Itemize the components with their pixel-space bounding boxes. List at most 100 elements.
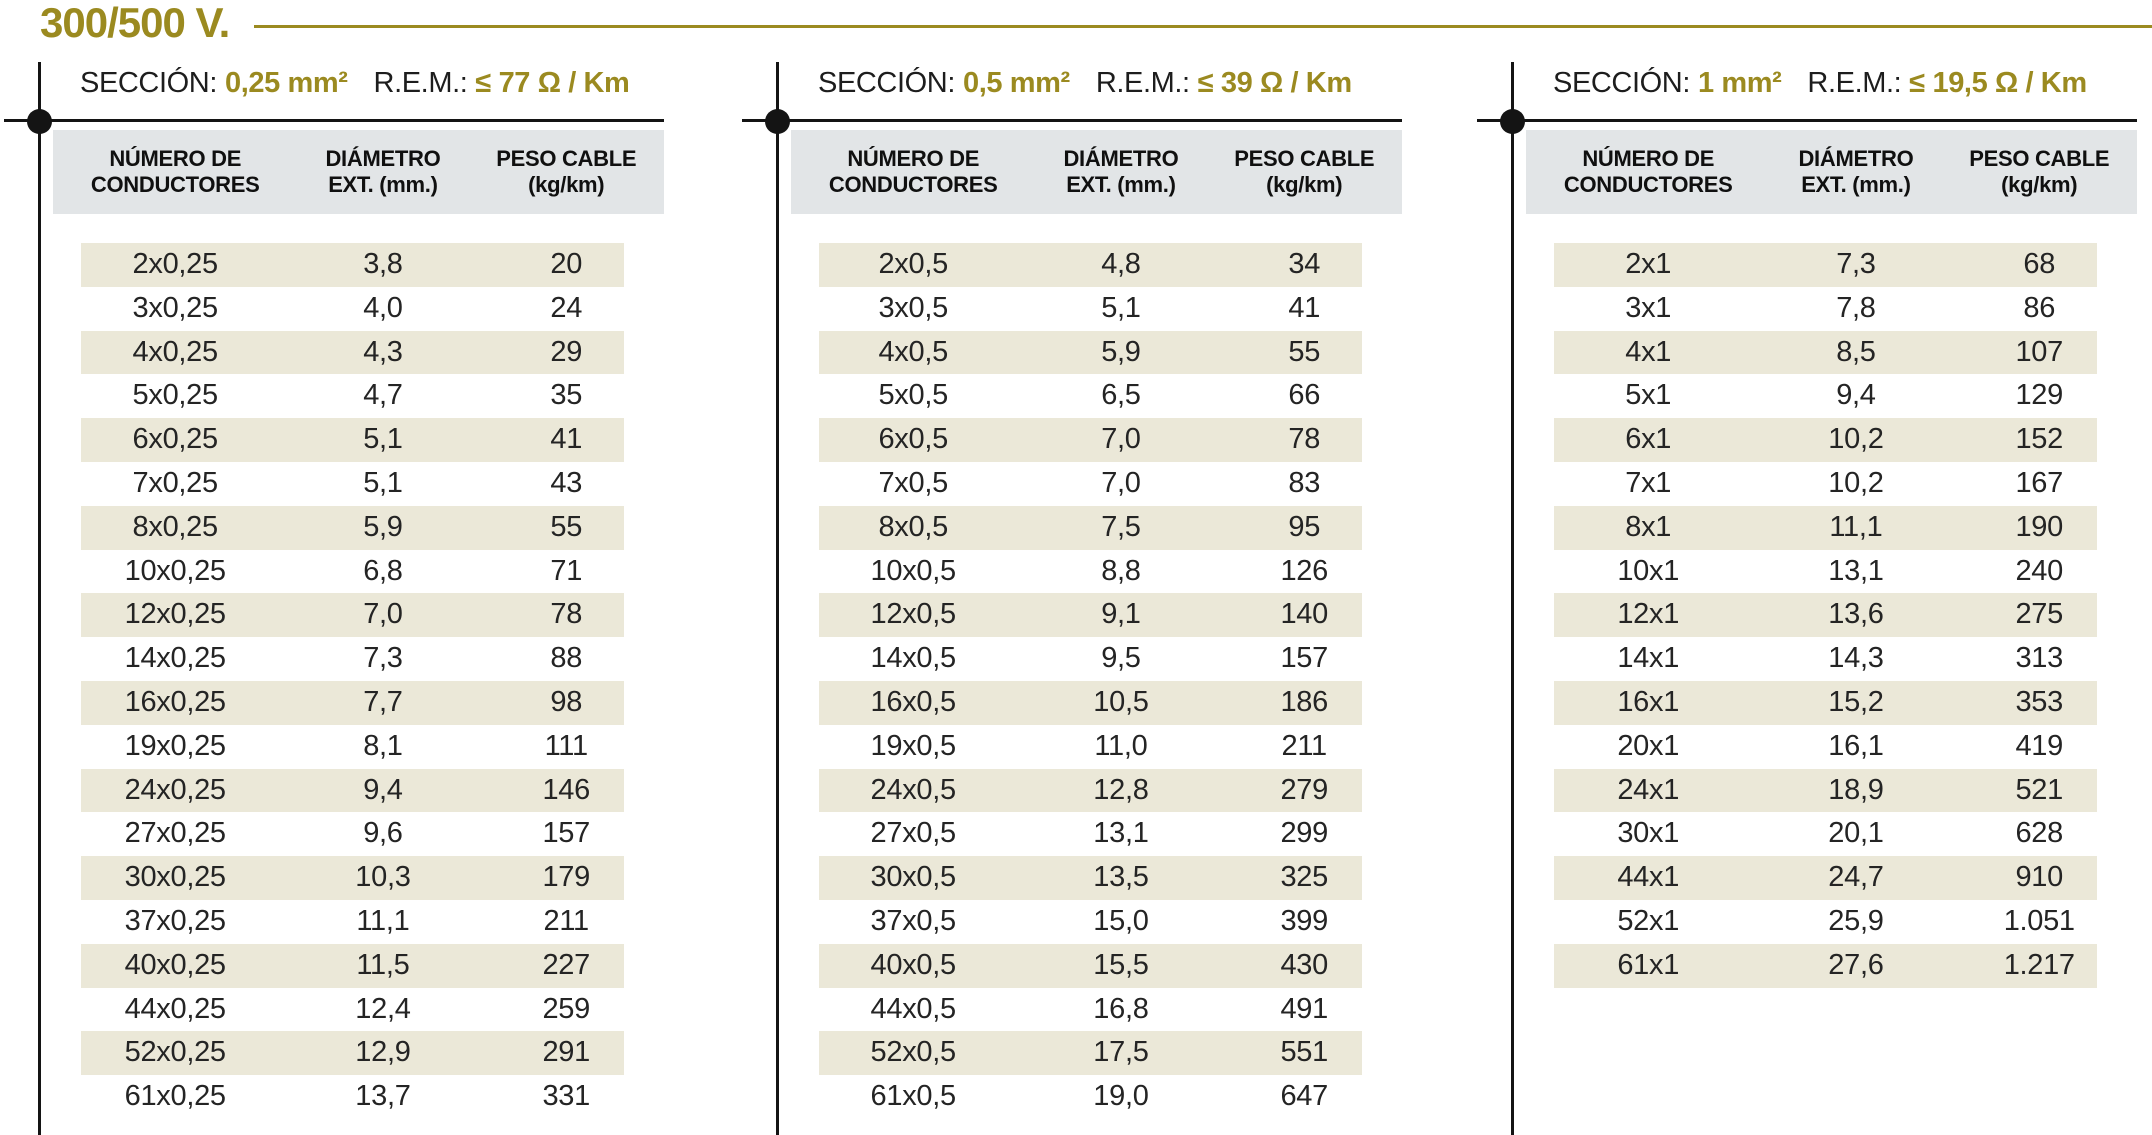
column-header-line: DIÁMETRO [325,146,441,171]
table-row: 44x1 24,7 910 [1526,856,2137,900]
table-cell: 9,4 [1836,379,1876,412]
table-cell: 299 [1280,817,1328,850]
table-cell: 37x0,25 [124,904,226,937]
table-cell: 29 [550,335,583,368]
table-cell: 4x0,5 [878,335,948,368]
column-header-line: PESO CABLE [1969,146,2110,171]
column-header-line: (kg/km) [1266,172,1343,197]
table-cell: 14x1 [1617,642,1680,675]
table-row: 5x0,5 6,5 66 [791,374,1402,418]
table-cell: 5x1 [1625,379,1672,412]
table-row: 27x0,25 9,6 157 [53,812,664,856]
table-cell: 9,4 [363,773,403,806]
table-cell: 10x1 [1617,554,1680,587]
table-row: 30x0,25 10,3 179 [53,856,664,900]
table-cell: 430 [1280,948,1328,981]
table-row: 6x0,5 7,0 78 [791,418,1402,462]
table-row: 12x0,25 7,0 78 [53,593,664,637]
section-vertical-rule [776,62,779,1135]
rem-value: ≤ 77 Ω / Km [475,67,630,99]
table-cell: 20 [550,248,583,280]
table-cell: 52x0,5 [870,1036,957,1069]
cable-table-section-1: SECCIÓN: 1 mm² R.E.M.: ≤ 19,5 Ω / Km NÚM… [1477,0,2152,1135]
section-horizontal-rule [742,119,1402,122]
table-cell: 16,8 [1093,992,1149,1025]
table-cell: 16x0,5 [870,685,957,718]
section-value: 0,5 mm² [963,67,1070,99]
table-cell: 259 [542,992,590,1025]
table-cell: 4,8 [1101,248,1141,280]
table-cell: 13,5 [1093,861,1149,894]
table-cell: 353 [2015,685,2063,718]
table-cell: 40x0,25 [124,948,226,981]
table-cell: 521 [2015,773,2063,806]
table-cell: 7,0 [1101,423,1141,456]
table-cell: 7x0,5 [878,466,948,499]
table-cell: 37x0,5 [870,904,957,937]
section-bullet [765,109,790,134]
table-cell: 20,1 [1828,817,1884,850]
table-cell: 44x1 [1617,861,1680,894]
table-row: 5x1 9,4 129 [1526,374,2137,418]
table-cell: 647 [1280,1080,1328,1113]
table-cell: 43 [550,466,583,499]
table-cell: 10,2 [1828,423,1884,456]
table-cell: 5,9 [363,510,403,543]
table-cell: 16x1 [1617,685,1680,718]
table-cell: 8x0,5 [878,510,948,543]
table-cell: 71 [550,554,583,587]
table-cell: 10x0,5 [870,554,957,587]
table-cell: 15,5 [1093,948,1149,981]
section-value: 1 mm² [1698,67,1782,99]
table-cell: 9,1 [1101,598,1141,631]
table-cell: 19x0,25 [124,729,226,762]
table-row: 12x0,5 9,1 140 [791,593,1402,637]
rem-label: R.E.M.: [1095,67,1190,99]
table-row: 61x0,5 19,0 647 [791,1075,1402,1119]
column-header-line: PESO CABLE [1234,146,1375,171]
table-cell: 7,0 [363,598,403,631]
rem-label: R.E.M.: [1807,67,1902,99]
table-cell: 2x1 [1625,248,1672,280]
table-cell: 6x1 [1625,423,1672,456]
column-header-weight: PESO CABLE (kg/km) [1941,146,2137,198]
table-cell: 10x0,25 [124,554,226,587]
table-cell: 30x0,5 [870,861,957,894]
table-row: 7x0,25 5,1 43 [53,462,664,506]
section-bullet [27,109,52,134]
section-bullet [1500,109,1525,134]
table-cell: 11,1 [356,904,410,937]
table-row: 24x1 18,9 521 [1526,768,2137,813]
table-cell: 325 [1280,861,1328,894]
table-row: 12x1 13,6 275 [1526,593,2137,637]
table-cell: 331 [542,1080,590,1113]
table-cell: 61x0,5 [870,1080,957,1113]
table-row: 16x0,25 7,7 98 [53,680,664,725]
table-row: 37x0,5 15,0 399 [791,900,1402,944]
table-cell: 157 [1280,642,1328,675]
table-row: 24x0,25 9,4 146 [53,768,664,813]
table-cell: 8,5 [1836,335,1876,368]
table-cell: 52x0,25 [124,1036,226,1069]
table-cell: 190 [2015,510,2063,543]
table-row: 8x0,25 5,9 55 [53,505,664,550]
table-cell: 13,1 [1093,817,1149,850]
table-cell: 491 [1280,992,1328,1025]
table-cell: 5,1 [363,466,403,499]
table-cell: 628 [2015,817,2063,850]
table-cell: 34 [1288,248,1321,280]
table-row: 61x0,25 13,7 331 [53,1075,664,1119]
rem-value: ≤ 19,5 Ω / Km [1909,67,2087,99]
column-header-line: PESO CABLE [496,146,637,171]
column-header-weight: PESO CABLE (kg/km) [1206,146,1402,198]
table-cell: 12,8 [1093,773,1149,806]
column-header-line: CONDUCTORES [1563,172,1733,197]
table-cell: 5,1 [1101,291,1141,324]
table-cell: 35 [550,379,583,412]
cable-table-section-025: SECCIÓN: 0,25 mm² R.E.M.: ≤ 77 Ω / Km NÚ… [4,0,740,1135]
section-label: SECCIÓN: [80,67,217,99]
table-row: 30x0,5 13,5 325 [791,856,1402,900]
table-row: 16x1 15,2 353 [1526,680,2137,725]
column-header-diameter: DIÁMETRO EXT. (mm.) [297,146,468,198]
section-horizontal-rule [1477,119,2137,122]
